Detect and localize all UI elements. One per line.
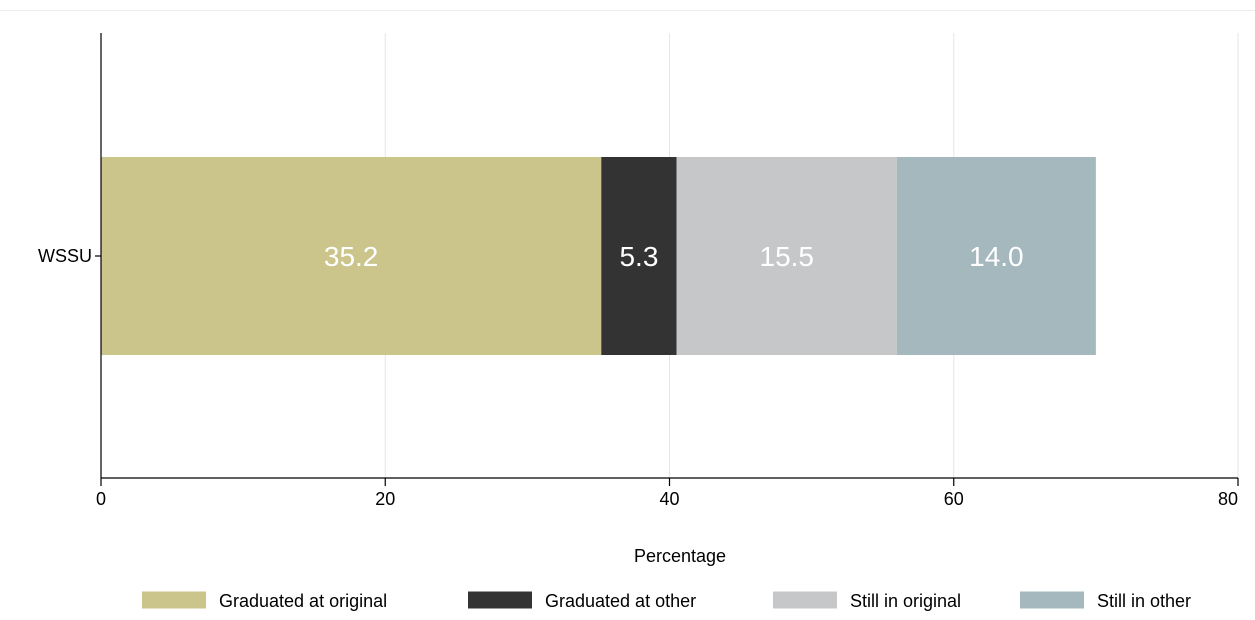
legend-swatch	[773, 591, 837, 609]
bar-segment-2	[676, 157, 897, 355]
legend-label: Graduated at original	[219, 591, 387, 611]
x-tick-label: 0	[96, 489, 106, 509]
bar-value-labels: 35.2 5.3 15.5 14.0	[324, 241, 1024, 272]
legend-label: Graduated at other	[545, 591, 696, 611]
legend-swatch	[468, 591, 532, 609]
bar-value-label: 14.0	[969, 241, 1024, 272]
bar-segments	[101, 157, 1096, 355]
bar-value-label: 35.2	[324, 241, 379, 272]
bar-segment-3	[896, 157, 1096, 355]
legend: Graduated at original Graduated at other S…	[142, 591, 1191, 611]
legend-label: Still in original	[850, 591, 961, 611]
y-axis-categories: WSSU	[38, 246, 101, 266]
bar-segment-0	[101, 157, 602, 355]
x-tick-label: 60	[944, 489, 964, 509]
legend-swatch	[142, 591, 206, 609]
legend-label: Still in other	[1097, 591, 1191, 611]
x-axis-label: Percentage	[634, 546, 726, 566]
legend-swatch	[1020, 591, 1084, 609]
x-tick-label: 80	[1218, 489, 1238, 509]
x-tick-label: 40	[659, 489, 679, 509]
x-tick-label: 20	[375, 489, 395, 509]
bar-segment-1	[601, 157, 677, 355]
y-category-label: WSSU	[38, 246, 92, 266]
x-axis-ticks: 0 20 40 60 80	[96, 478, 1239, 509]
bar-value-label: 15.5	[760, 241, 815, 272]
bar-value-label: 5.3	[619, 241, 658, 272]
